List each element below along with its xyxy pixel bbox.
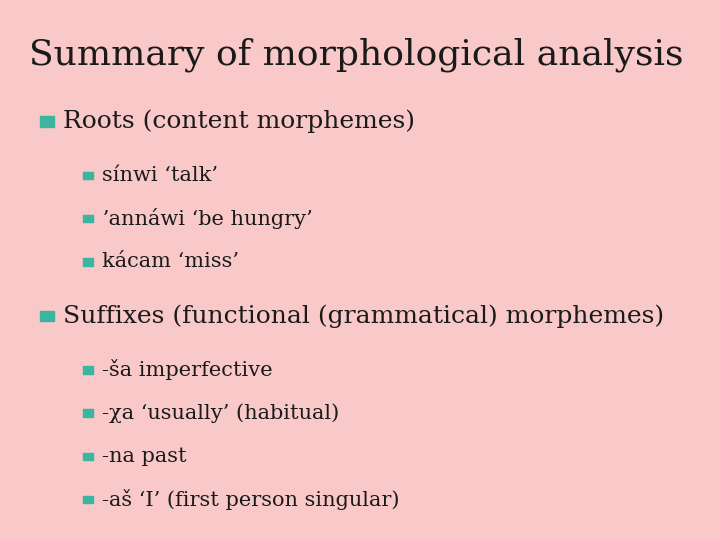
Text: Summary of morphological analysis: Summary of morphological analysis [29,38,683,72]
Bar [83,215,93,222]
Bar [83,172,93,179]
Bar [83,453,93,460]
Bar [40,116,54,127]
Bar [40,310,54,321]
Text: -aš ‘I’ (first person singular): -aš ‘I’ (first person singular) [102,489,400,510]
Bar [83,366,93,374]
Text: -ša imperfective: -ša imperfective [102,360,273,380]
Text: sínwi ‘talk’: sínwi ‘talk’ [102,166,218,185]
Bar [83,496,93,503]
Bar [83,409,93,417]
Text: Roots (content morphemes): Roots (content morphemes) [63,110,415,133]
Bar [83,258,93,266]
Text: Suffixes (functional (grammatical) morphemes): Suffixes (functional (grammatical) morph… [63,304,665,328]
Text: -χa ‘usually’ (habitual): -χa ‘usually’ (habitual) [102,403,340,423]
Text: -na past: -na past [102,447,187,466]
Text: ʼannáwi ‘be hungry’: ʼannáwi ‘be hungry’ [102,208,313,229]
Text: kácam ‘miss’: kácam ‘miss’ [102,252,239,272]
